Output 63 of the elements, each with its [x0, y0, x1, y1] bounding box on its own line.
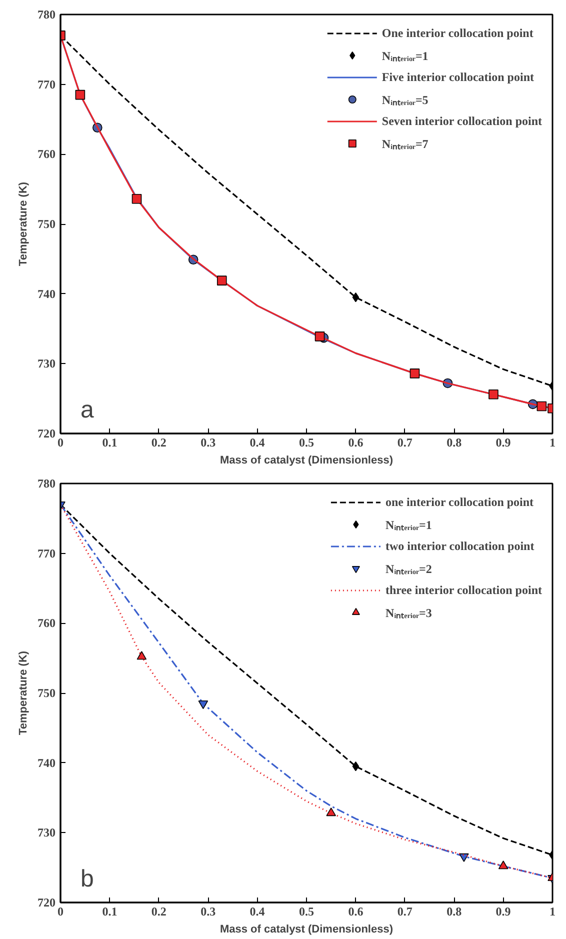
y-tick-label: 730: [38, 356, 56, 371]
x-tick-label: 0.4: [250, 904, 265, 918]
x-tick-label: 0: [58, 904, 64, 918]
x-tick-label: 1: [550, 904, 556, 918]
y-tick-label: 780: [38, 8, 56, 22]
x-tick-label: 0.6: [348, 436, 364, 450]
legend-label: Five interior collocation point: [382, 68, 534, 86]
x-tick-label: 0.3: [200, 904, 216, 918]
y-tick-label: 740: [38, 756, 56, 770]
point: [536, 401, 547, 412]
x-tick-label: 0.3: [200, 436, 216, 450]
legend-label: Nᵢₙₜₑᵣᵢₒᵣ=3: [385, 604, 432, 621]
y-axis-title: Temperature (K): [18, 650, 30, 736]
x-tick-label: 0.5: [299, 904, 314, 918]
y-tick-label: 720: [38, 426, 56, 440]
legend-label: one interior collocation point: [385, 494, 534, 510]
point: [326, 808, 336, 816]
x-axis-title: Mass of catalyst (Dimensionless): [220, 454, 394, 466]
x-tick-label: 0: [58, 436, 64, 450]
y-tick-label: 770: [38, 77, 56, 92]
y-tick-label: 750: [38, 686, 56, 700]
y-tick-label: 780: [38, 476, 56, 490]
x-tick-label: 0.5: [299, 436, 314, 450]
point: [410, 368, 420, 378]
y-tick-label: 760: [38, 616, 56, 630]
point: [132, 194, 142, 204]
annotation: a: [80, 396, 94, 424]
y-tick-label: 730: [38, 826, 56, 840]
point: [314, 332, 325, 342]
legend-label: three interior collocation point: [385, 582, 542, 598]
y-tick-label: 720: [38, 896, 56, 910]
legend-label: Seven interior collocation point: [382, 112, 542, 130]
x-tick-label: 1: [550, 436, 556, 450]
x-tick-label: 0.1: [102, 436, 118, 450]
x-tick-label: 0.8: [446, 904, 462, 918]
legend-label: Nᵢₙₜₑᵣᵢₒᵣ=5: [382, 92, 428, 108]
x-tick-label: 0.7: [397, 436, 412, 450]
x-tick-label: 0.8: [446, 436, 462, 450]
legend-label: Nᵢₙₜₑᵣᵢₒᵣ=7: [382, 136, 428, 152]
x-tick-label: 0.7: [397, 904, 412, 918]
legend-label: Nᵢₙₜₑᵣᵢₒᵣ=2: [385, 560, 432, 577]
legend-label: One interior collocation point: [382, 24, 534, 42]
x-tick-label: 0.4: [250, 436, 265, 450]
y-tick-label: 740: [38, 286, 56, 301]
point: [216, 276, 227, 286]
legend-label: Nᵢₙₜₑᵣᵢₒᵣ=1: [382, 48, 428, 64]
x-tick-label: 0.6: [348, 904, 364, 918]
legend-label: Nᵢₙₜₑᵣᵢₒᵣ=1: [385, 516, 432, 533]
y-tick-label: 750: [38, 217, 56, 231]
point: [498, 860, 508, 870]
x-tick-label: 0.2: [151, 436, 166, 450]
y-tick-label: 770: [38, 546, 56, 560]
x-tick-label: 0.1: [102, 904, 118, 918]
point: [488, 389, 498, 400]
x-axis-title: Mass of catalyst (Dimensionless): [220, 924, 394, 936]
y-axis-title: Temperature (K): [18, 182, 30, 266]
x-tick-label: 0.2: [151, 904, 166, 918]
point: [75, 90, 86, 100]
y-tick-label: 760: [38, 147, 56, 162]
x-tick-label: 0.9: [496, 436, 511, 450]
legend-label: two interior collocation point: [385, 538, 534, 554]
annotation: b: [80, 866, 94, 892]
x-tick-label: 0.9: [496, 904, 511, 918]
